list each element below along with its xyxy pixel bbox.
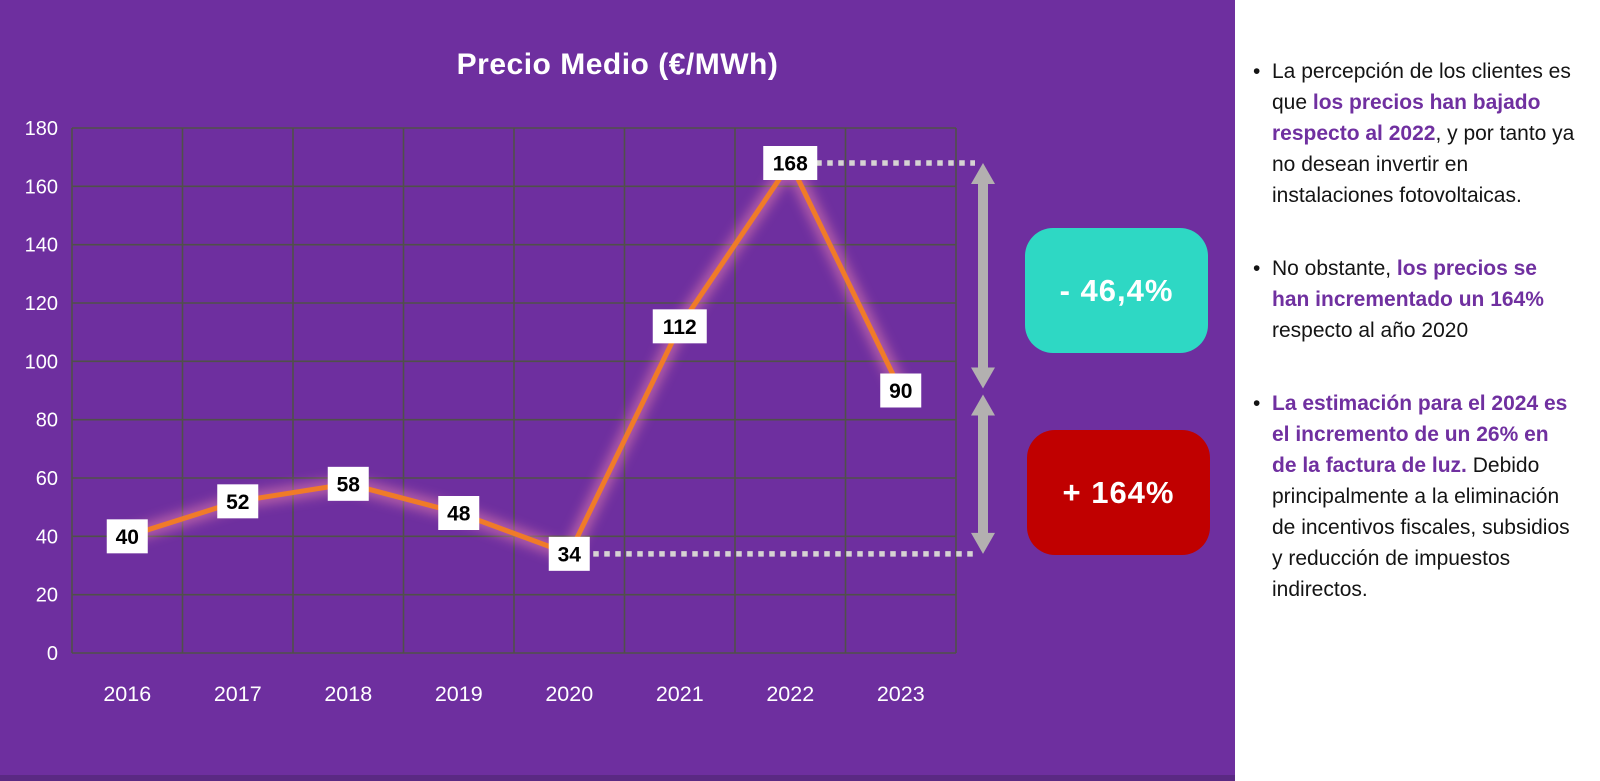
grid — [71, 127, 957, 654]
data-label: 90 — [889, 380, 912, 403]
y-tick-label: 40 — [36, 526, 58, 548]
decrease-callout-label: - 46,4% — [1059, 272, 1174, 308]
data-label-box — [327, 466, 369, 501]
y-tick-label: 120 — [25, 293, 58, 315]
body-text: , y por tanto ya no desean invertir en i… — [1272, 122, 1575, 207]
y-tick-label: 20 — [36, 585, 58, 607]
price-line-chart: 0 20 40 60 80 100 120 140 160 180 2016 2017 2018 2019… — [25, 118, 995, 706]
data-labels: 40 52 58 48 34 112 168 90 — [106, 146, 922, 571]
bullet-text: La percepción de los clientes es que los… — [1272, 56, 1576, 211]
y-tick-label: 80 — [36, 410, 58, 432]
highlighted-text: los precios han bajado respecto al 2022 — [1272, 91, 1541, 145]
data-label: 168 — [773, 153, 808, 176]
y-tick-label: 180 — [25, 118, 58, 140]
bullet-text: No obstante, los precios se han incremen… — [1272, 253, 1576, 346]
bullet-text: La estimación para el 2024 es el increme… — [1272, 388, 1576, 605]
increase-callout: + 164% — [1027, 430, 1210, 555]
x-axis-labels: 2016 2017 2018 2019 2020 2021 2022 2023 — [103, 682, 924, 706]
bullet-item: • La percepción de los clientes es que lo… — [1253, 56, 1576, 211]
data-label: 52 — [226, 491, 249, 514]
bullet-marker: • — [1253, 60, 1261, 83]
body-text: respecto al año 2020 — [1272, 319, 1469, 342]
data-label-box — [763, 146, 818, 180]
notes-panel: • La percepción de los clientes es que lo… — [1235, 0, 1600, 781]
y-axis-labels: 0 20 40 60 80 100 120 140 160 180 — [25, 118, 58, 665]
y-tick-label: 140 — [25, 235, 58, 257]
x-tick-label: 2020 — [545, 682, 593, 706]
increase-arrow — [971, 394, 995, 554]
x-tick-label: 2019 — [435, 682, 483, 706]
bullet-item: • La estimación para el 2024 es el increm… — [1253, 388, 1576, 605]
decrease-callout: - 46,4% — [1025, 228, 1208, 353]
bullet-marker: • — [1253, 392, 1261, 415]
data-label-box — [652, 309, 707, 344]
y-tick-label: 60 — [36, 468, 58, 490]
body-text: No obstante, — [1272, 257, 1397, 280]
data-label: 58 — [337, 473, 361, 496]
chart-title: Precio Medio (€/MWh) — [456, 48, 779, 81]
data-label-box — [880, 373, 922, 408]
body-text: Debido principalmente a la eliminación d… — [1272, 454, 1570, 601]
x-tick-label: 2017 — [214, 682, 262, 706]
highlighted-text: La estimación para el 2024 es el increme… — [1272, 392, 1568, 477]
data-label-box — [548, 536, 590, 571]
highlighted-text: los precios se han incrementado un 164% — [1272, 257, 1544, 311]
x-tick-label: 2016 — [103, 682, 151, 706]
data-label-box — [438, 496, 480, 530]
data-label: 40 — [116, 526, 139, 549]
data-label-box — [106, 519, 148, 554]
x-tick-label: 2023 — [877, 682, 925, 706]
increase-callout-label: + 164% — [1062, 474, 1175, 510]
data-label-box — [217, 484, 259, 519]
y-tick-label: 100 — [25, 351, 58, 373]
body-text: La percepción de los clientes es que — [1272, 60, 1571, 114]
bullet-item: • No obstante, los precios se han increme… — [1253, 253, 1576, 346]
data-label: 112 — [663, 316, 697, 339]
data-label: 34 — [558, 543, 582, 566]
decrease-arrow — [971, 163, 995, 389]
data-label: 48 — [447, 503, 471, 526]
x-tick-label: 2018 — [324, 682, 372, 706]
x-tick-label: 2021 — [656, 682, 704, 706]
y-tick-label: 0 — [47, 643, 58, 665]
bottom-accent-strip — [0, 775, 1235, 781]
bullet-marker: • — [1253, 257, 1261, 280]
x-tick-label: 2022 — [766, 682, 814, 706]
y-tick-label: 160 — [25, 176, 58, 198]
chart-panel: Precio Medio (€/MWh) 0 20 40 60 80 100 120 140 1… — [0, 0, 1235, 781]
